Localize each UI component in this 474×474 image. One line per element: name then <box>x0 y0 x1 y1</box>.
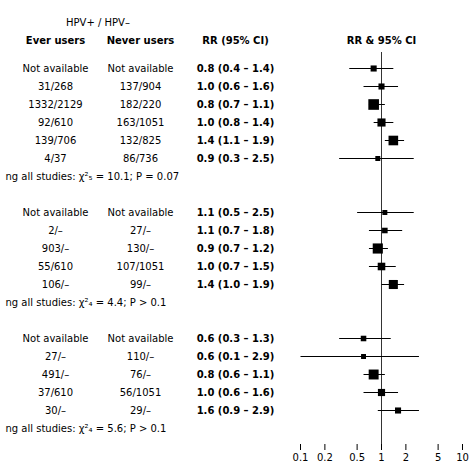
svg-text:30/–: 30/– <box>45 405 66 416</box>
svg-text:132/825: 132/825 <box>120 135 162 146</box>
svg-text:Not available: Not available <box>108 207 174 218</box>
svg-text:Ever users: Ever users <box>26 35 85 46</box>
svg-text:Not available: Not available <box>23 207 89 218</box>
svg-text:0.9 (0.3 – 2.5): 0.9 (0.3 – 2.5) <box>197 153 275 164</box>
svg-text:92/610: 92/610 <box>38 117 73 128</box>
svg-text:5: 5 <box>435 452 441 463</box>
svg-text:0.9 (0.7 – 1.2): 0.9 (0.7 – 1.2) <box>197 243 275 254</box>
svg-text:0.6 (0.3 – 1.3): 0.6 (0.3 – 1.3) <box>197 333 275 344</box>
svg-text:0.8 (0.4 – 1.4): 0.8 (0.4 – 1.4) <box>197 63 275 74</box>
svg-text:56/1051: 56/1051 <box>120 387 162 398</box>
svg-text:Not available: Not available <box>108 63 174 74</box>
svg-text:55/610: 55/610 <box>38 261 73 272</box>
svg-text:27/–: 27/– <box>45 351 66 362</box>
svg-text:1.1 (0.7 – 1.8): 1.1 (0.7 – 1.8) <box>197 225 275 236</box>
svg-text:99/–: 99/– <box>130 279 151 290</box>
svg-text:RR & 95% CI: RR & 95% CI <box>347 35 417 46</box>
svg-text:1.6 (0.9 – 2.9): 1.6 (0.9 – 2.9) <box>197 405 275 416</box>
svg-text:Not available: Not available <box>23 333 89 344</box>
svg-text:139/706: 139/706 <box>35 135 77 146</box>
svg-text:1: 1 <box>378 452 384 463</box>
svg-text:37/610: 37/610 <box>38 387 73 398</box>
svg-text:1.0 (0.8 – 1.4): 1.0 (0.8 – 1.4) <box>197 117 275 128</box>
svg-text:2: 2 <box>403 452 409 463</box>
svg-text:ng all studies: χ²₄ = 4.4; P >: ng all studies: χ²₄ = 4.4; P > 0.1 <box>6 297 167 308</box>
svg-text:86/736: 86/736 <box>123 153 158 164</box>
svg-text:2/–: 2/– <box>48 225 63 236</box>
svg-text:Not available: Not available <box>108 333 174 344</box>
svg-text:1.1 (0.5 – 2.5): 1.1 (0.5 – 2.5) <box>197 207 275 218</box>
svg-text:0.6 (0.1 – 2.9): 0.6 (0.1 – 2.9) <box>197 351 275 362</box>
svg-text:ng all studies: χ²₅ = 10.1; P: ng all studies: χ²₅ = 10.1; P = 0.07 <box>6 171 180 182</box>
svg-text:163/1051: 163/1051 <box>117 117 165 128</box>
svg-text:Never users: Never users <box>107 35 175 46</box>
svg-text:130/–: 130/– <box>127 243 154 254</box>
svg-text:1.4 (1.0 – 1.9): 1.4 (1.0 – 1.9) <box>197 279 275 290</box>
svg-text:ng all studies: χ²₄ = 5.6; P >: ng all studies: χ²₄ = 5.6; P > 0.1 <box>6 423 167 434</box>
svg-text:HPV+ / HPV–: HPV+ / HPV– <box>66 17 130 28</box>
svg-text:0.8 (0.6 – 1.1): 0.8 (0.6 – 1.1) <box>197 369 275 380</box>
svg-text:0.2: 0.2 <box>317 452 333 463</box>
svg-text:27/–: 27/– <box>130 225 151 236</box>
svg-text:0.1: 0.1 <box>293 452 309 463</box>
svg-text:0.5: 0.5 <box>349 452 365 463</box>
svg-text:137/904: 137/904 <box>120 81 162 92</box>
svg-text:903/–: 903/– <box>42 243 69 254</box>
svg-text:10: 10 <box>456 452 469 463</box>
svg-text:106/–: 106/– <box>42 279 69 290</box>
svg-text:491/–: 491/– <box>42 369 69 380</box>
svg-text:76/–: 76/– <box>130 369 151 380</box>
svg-text:1332/2129: 1332/2129 <box>28 99 82 110</box>
svg-text:0.8 (0.7 – 1.1): 0.8 (0.7 – 1.1) <box>197 99 275 110</box>
svg-text:107/1051: 107/1051 <box>117 261 165 272</box>
svg-text:31/268: 31/268 <box>38 81 73 92</box>
svg-text:1.0 (0.6 – 1.6): 1.0 (0.6 – 1.6) <box>197 387 275 398</box>
svg-text:1.4 (1.1 – 1.9): 1.4 (1.1 – 1.9) <box>197 135 275 146</box>
svg-text:1.0 (0.6 – 1.6): 1.0 (0.6 – 1.6) <box>197 81 275 92</box>
svg-text:RR (95% CI): RR (95% CI) <box>202 35 269 46</box>
svg-text:1.0 (0.7 – 1.5): 1.0 (0.7 – 1.5) <box>197 261 275 272</box>
svg-text:4/37: 4/37 <box>44 153 66 164</box>
svg-text:Not available: Not available <box>23 63 89 74</box>
svg-text:182/220: 182/220 <box>120 99 162 110</box>
svg-text:29/–: 29/– <box>130 405 151 416</box>
svg-text:110/–: 110/– <box>127 351 154 362</box>
